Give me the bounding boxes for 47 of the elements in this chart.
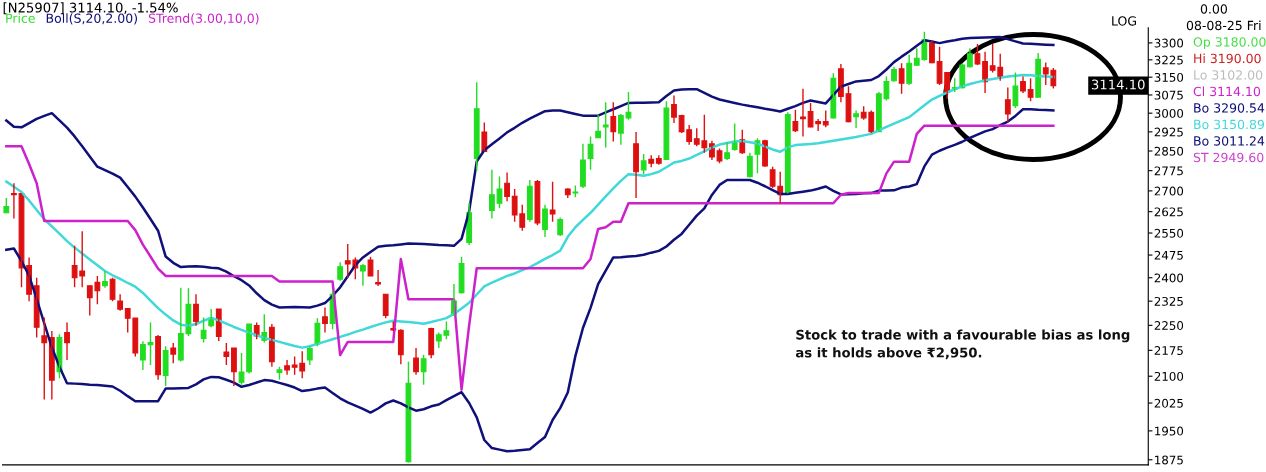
y-tick-label: 2625 <box>1154 207 1183 217</box>
y-tick-label: 2025 <box>1154 398 1183 408</box>
candlestick <box>640 153 647 175</box>
y-tick-label: 2775 <box>1154 166 1183 176</box>
y-tick-label: 3075 <box>1154 90 1183 100</box>
y-tick-label: 2700 <box>1154 186 1184 196</box>
text: Lo 3102.00 <box>1194 70 1263 80</box>
y-tick-label: 2550 <box>1154 228 1184 238</box>
line-series <box>5 35 1055 309</box>
y-tick-label: 1875 <box>1155 455 1183 465</box>
y-tick-label: 3000 <box>1154 108 1184 118</box>
y-tick-label: 2925 <box>1154 127 1183 137</box>
text: Bo 3290.54 <box>1194 103 1265 113</box>
text: Cl 3114.10 <box>1193 86 1261 97</box>
candlestick <box>974 43 981 66</box>
y-tick-label: 2475 <box>1154 250 1183 260</box>
candlestick <box>367 256 374 277</box>
text: Op 3180.00 <box>1193 37 1266 50</box>
y-tick-label: 1950 <box>1155 426 1184 436</box>
annotation: Stock to trade with a favourable bias as long as it holds above ₹2,950. <box>795 329 1130 360</box>
candlestick <box>41 316 48 401</box>
text: Bo 3011.24 <box>1194 136 1265 146</box>
y-tick-label: 3225 <box>1154 55 1183 65</box>
y-tick-label: 2250 <box>1154 321 1184 330</box>
y-tick-label: 3150 <box>1154 72 1184 82</box>
text: Bo 3150.89 <box>1194 119 1265 130</box>
text: LOG <box>1112 16 1136 26</box>
candlestick <box>602 101 609 149</box>
text: ST 2949.60 <box>1193 152 1264 163</box>
text: Hi 3190.00 <box>1194 53 1261 64</box>
text: 08-08-25 Fri <box>1186 20 1261 31</box>
text: 0.00 <box>1200 4 1227 14</box>
text: Boll(S,20,2.00) <box>46 13 137 25</box>
candlestick <box>375 269 382 287</box>
text: 3114.10 <box>1091 79 1145 90</box>
candlestick <box>549 180 556 223</box>
y-tick-label: 2325 <box>1154 296 1183 306</box>
y-tick-label: 2100 <box>1154 371 1184 381</box>
candlestick <box>1027 77 1034 102</box>
y-tick-label: 2850 <box>1154 146 1184 156</box>
text: STrend(3.00,10,0) <box>148 13 259 25</box>
y-tick-label: 2400 <box>1154 273 1184 283</box>
candlestick <box>223 342 230 366</box>
y-tick-label: 2175 <box>1154 346 1183 355</box>
text: Price <box>6 13 35 23</box>
y-tick-label: 3300 <box>1154 38 1184 48</box>
candlestick <box>170 342 177 365</box>
